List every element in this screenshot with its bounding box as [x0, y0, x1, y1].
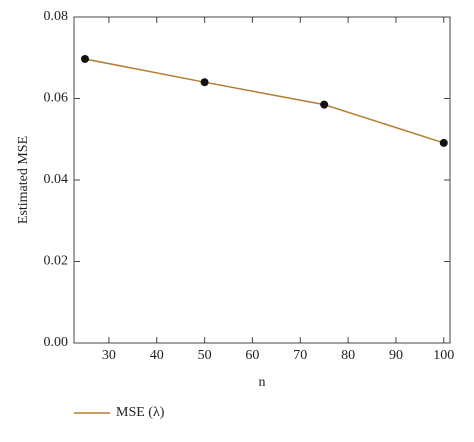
x-tick-label: 70 — [293, 348, 307, 363]
y-tick-label: 0.04 — [44, 172, 69, 187]
data-point — [439, 138, 448, 147]
y-axis-label: Estimated MSE — [16, 136, 31, 224]
x-tick-label: 80 — [341, 348, 355, 363]
y-tick-label: 0.00 — [44, 335, 69, 350]
x-tick-label: 50 — [198, 348, 212, 363]
x-tick-label: 100 — [433, 348, 454, 363]
data-point — [320, 100, 329, 109]
y-tick-label: 0.02 — [44, 254, 69, 269]
plot-frame — [73, 16, 451, 344]
legend-label: MSE (λ) — [116, 405, 165, 420]
x-axis-label: n — [259, 375, 266, 390]
data-point — [200, 78, 209, 87]
data-point — [81, 54, 90, 63]
x-tick-label: 40 — [150, 348, 164, 363]
y-tick-label: 0.06 — [44, 91, 69, 106]
series-line — [84, 58, 445, 144]
x-tick-label: 90 — [389, 348, 403, 363]
x-tick-label: 30 — [102, 348, 116, 363]
x-tick-label: 60 — [245, 348, 259, 363]
y-tick-label: 0.08 — [44, 9, 69, 24]
